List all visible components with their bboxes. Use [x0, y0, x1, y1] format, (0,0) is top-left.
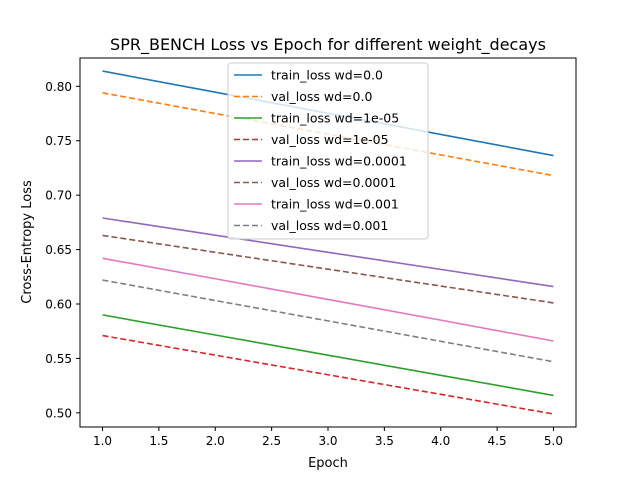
series-line: [102, 334, 554, 415]
x-axis-label: Epoch: [308, 456, 348, 471]
series-line: [102, 217, 554, 288]
legend-label: train_loss wd=0.001: [271, 197, 399, 212]
legend-label: val_loss wd=0.0001: [271, 175, 396, 190]
y-tick-label: 0.80: [45, 80, 72, 94]
plot-frame: [79, 57, 577, 428]
y-tick-label: 0.65: [45, 243, 72, 257]
series-line: [102, 279, 554, 363]
legend-label: train_loss wd=1e-05: [271, 111, 399, 126]
chart-title: SPR_BENCH Loss vs Epoch for different we…: [110, 35, 546, 55]
y-axis-label: Cross-Entropy Loss: [20, 180, 35, 304]
legend-label: train_loss wd=0.0001: [271, 154, 407, 169]
y-tick-label: 0.50: [45, 406, 72, 420]
x-axis: 1.0 1.5 2.0 2.5 3.0 3.5 4.0 4.5 5.0: [93, 427, 563, 448]
legend-label: val_loss wd=0.0: [271, 89, 372, 104]
legend-label: val_loss wd=0.001: [271, 218, 388, 233]
y-tick-label: 0.55: [45, 352, 72, 366]
x-tick-label: 1.0: [93, 434, 112, 448]
y-tick-label: 0.70: [45, 189, 72, 203]
x-tick-label: 2.0: [206, 434, 225, 448]
series-line: [102, 314, 554, 397]
y-axis: 0.50 0.55 0.60 0.65 0.70 0.75 0.80: [45, 80, 80, 420]
series-line: [102, 234, 554, 304]
x-tick-label: 3.5: [375, 434, 394, 448]
x-tick-label: 5.0: [544, 434, 563, 448]
legend-label: train_loss wd=0.0: [271, 68, 383, 83]
x-tick-label: 1.5: [149, 434, 168, 448]
series-line: [102, 257, 554, 342]
legend-box: [227, 62, 429, 240]
x-tick-label: 3.0: [318, 434, 337, 448]
x-tick-label: 4.5: [488, 434, 507, 448]
y-tick-label: 0.60: [45, 298, 72, 312]
x-tick-label: 2.5: [262, 434, 281, 448]
legend-label: val_loss wd=1e-05: [271, 132, 389, 147]
y-tick-label: 0.75: [45, 134, 72, 148]
x-tick-label: 4.0: [431, 434, 450, 448]
legend: train_loss wd=0.0 val_loss wd=0.0 train_lo…: [227, 62, 429, 240]
